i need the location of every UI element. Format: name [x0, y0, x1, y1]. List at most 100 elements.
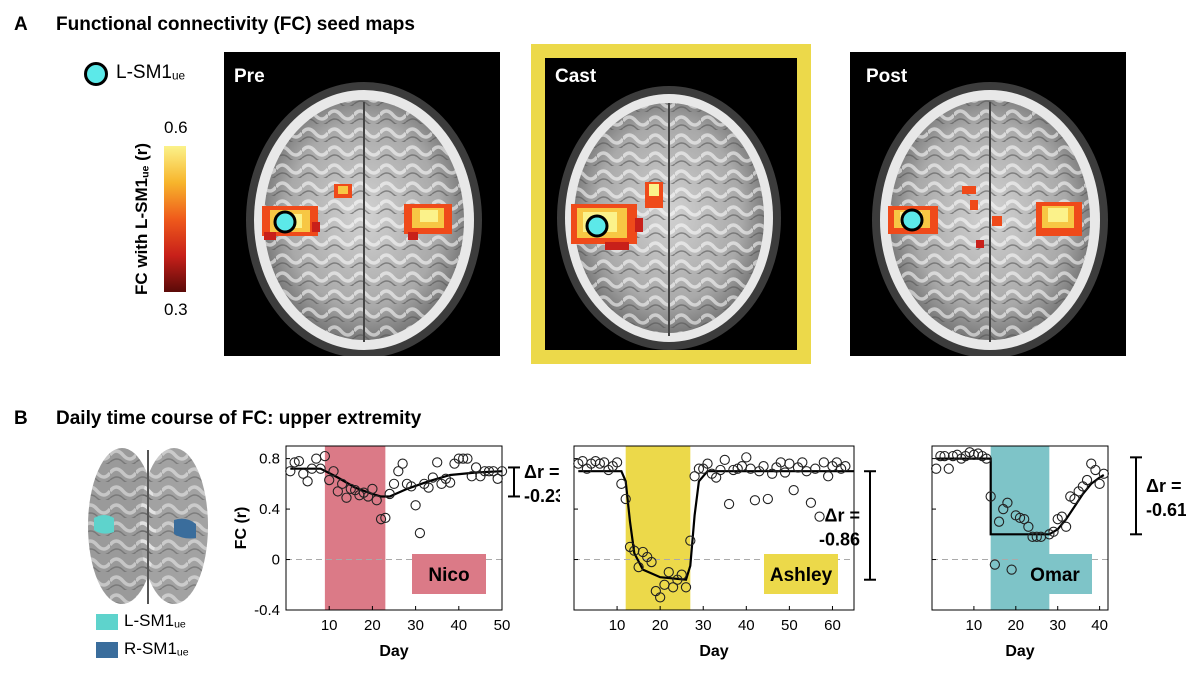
seed-marker-icon	[273, 210, 297, 234]
cast-period-band	[625, 446, 691, 610]
data-point	[380, 512, 391, 524]
seed-marker-icon	[84, 62, 108, 86]
plot-frame	[931, 445, 1109, 611]
data-point	[1094, 478, 1105, 489]
colorbar	[164, 146, 186, 292]
data-point	[289, 457, 300, 468]
x-axis-label: Day	[379, 643, 408, 660]
data-point	[1090, 464, 1101, 476]
data-point	[1060, 521, 1072, 532]
data-point	[1048, 526, 1059, 537]
data-point	[797, 457, 808, 468]
data-point	[384, 488, 395, 500]
subject-label: Ashley	[770, 565, 833, 586]
data-point	[667, 582, 679, 593]
subject-label-box	[764, 554, 838, 594]
data-point	[788, 485, 799, 496]
data-point	[432, 457, 443, 468]
y-tick-label: 0.8	[259, 451, 280, 468]
cast-period-band	[324, 446, 386, 610]
data-point	[388, 478, 400, 489]
data-point	[741, 452, 752, 463]
delta-r-value: -0.86	[819, 529, 860, 549]
delta-r-label: Δr =	[1146, 476, 1181, 496]
brain-surface-icon	[84, 446, 210, 608]
data-point	[985, 491, 996, 502]
y-tick-label: 0.4	[259, 501, 280, 518]
data-point	[993, 516, 1005, 527]
seed-marker-icon	[900, 208, 924, 232]
data-point	[810, 463, 821, 474]
x-tick-label: 10	[966, 617, 983, 634]
data-point	[311, 453, 322, 464]
panel-a-letter: A	[14, 14, 28, 35]
map-label-pre: Pre	[234, 66, 265, 87]
data-point	[298, 468, 309, 479]
x-tick-label: 40	[1091, 617, 1108, 634]
data-point	[715, 464, 726, 476]
data-point	[393, 466, 404, 477]
data-point	[445, 477, 456, 488]
data-point	[655, 592, 666, 603]
delta-r-label: Δr =	[825, 505, 860, 525]
data-point	[840, 461, 851, 472]
data-point	[599, 457, 610, 468]
seed-marker-icon	[585, 214, 609, 238]
delta-r-label: Δr =	[524, 462, 559, 482]
data-point	[324, 474, 335, 486]
data-point	[680, 582, 692, 593]
data-point	[410, 500, 421, 511]
data-point	[492, 473, 503, 484]
x-axis-label: Day	[699, 643, 728, 660]
x-tick-label: 10	[609, 617, 626, 634]
data-point	[423, 482, 434, 493]
data-point	[711, 472, 722, 483]
data-point	[749, 495, 761, 506]
colorbar-max-label: 0.6	[164, 118, 188, 137]
data-point	[375, 514, 387, 525]
data-point	[663, 567, 674, 578]
data-point	[823, 471, 834, 482]
data-point	[728, 464, 739, 476]
data-point	[693, 463, 705, 474]
delta-r-value: -0.23	[524, 486, 560, 506]
data-point	[1027, 531, 1038, 542]
x-tick-label: 10	[321, 617, 338, 634]
legend-label-r-sm1: R-SM1ue	[124, 639, 189, 659]
data-point	[818, 457, 829, 468]
data-point	[302, 476, 313, 487]
data-point	[723, 498, 735, 510]
data-point	[1006, 564, 1017, 575]
data-point	[345, 483, 356, 495]
panel-b-title: Daily time course of FC: upper extremity	[56, 408, 422, 429]
colorbar-label: FC with L-SM1ue (r)	[132, 142, 152, 296]
x-tick-label: 50	[781, 617, 798, 634]
data-point	[466, 471, 477, 482]
data-point	[1014, 512, 1026, 524]
data-point	[1031, 531, 1042, 542]
data-point	[371, 495, 382, 506]
data-point	[784, 458, 795, 469]
y-axis-label: FC (r)	[233, 507, 250, 550]
data-point	[293, 455, 305, 467]
data-point	[1023, 521, 1034, 532]
map-label-post: Post	[866, 66, 908, 87]
data-point	[427, 472, 439, 483]
data-point	[943, 463, 954, 474]
data-point	[479, 466, 490, 477]
data-point	[1081, 474, 1093, 486]
subject-label: Omar	[1030, 565, 1080, 586]
data-point	[406, 481, 417, 492]
y-tick-label: 0	[272, 552, 280, 569]
brain-slice-icon	[872, 82, 1108, 358]
colorbar-min-label: 0.3	[164, 300, 188, 319]
legend-swatch-l-sm1	[96, 614, 118, 630]
data-point	[319, 450, 331, 462]
data-point	[306, 463, 318, 474]
data-point	[594, 458, 605, 469]
data-point	[332, 486, 343, 497]
data-point	[453, 453, 464, 464]
data-point	[805, 497, 817, 508]
data-point	[762, 493, 773, 505]
data-point	[315, 463, 326, 474]
